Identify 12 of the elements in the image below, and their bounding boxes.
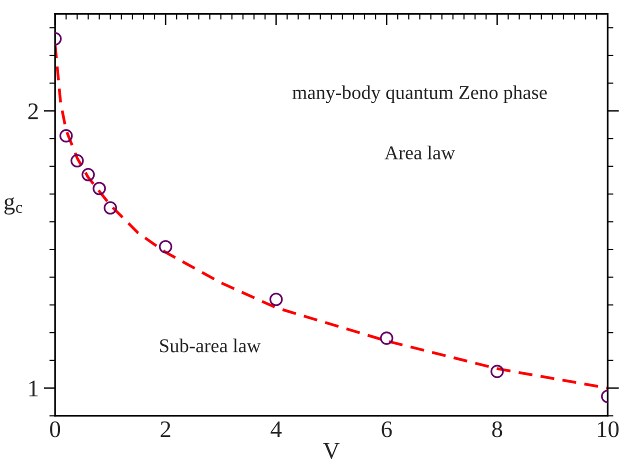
annotation: Area law [384,146,456,160]
x-tick-label: 8 [492,421,502,438]
annotation: Sub-area law [160,338,261,352]
y-axis-title: g$_{c}$ [4,197,22,215]
x-tick-label: 6 [382,421,392,438]
x-axis-title: V [323,442,340,459]
x-tick-label: 10 [598,421,619,438]
x-tick-label: 0 [50,421,60,438]
annotation: many-body quantum Zeno phase [292,85,547,104]
y-tick-label: 1 [29,380,38,396]
x-tick-label: 2 [160,421,170,438]
x-tick-label: 4 [270,422,282,438]
